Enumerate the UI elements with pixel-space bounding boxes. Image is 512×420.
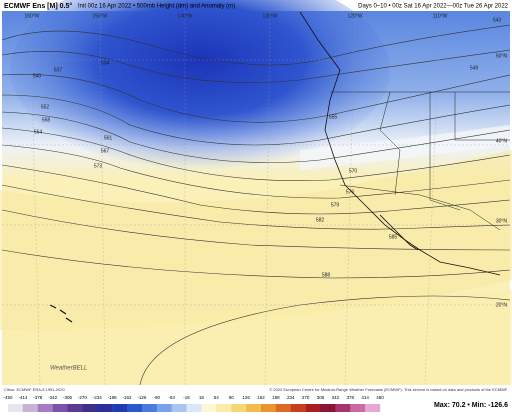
contour-label: 582 bbox=[316, 217, 325, 223]
colorbar-segment bbox=[201, 404, 217, 412]
colorbar-segment bbox=[52, 404, 68, 412]
contour-label: 579 bbox=[331, 202, 340, 208]
colorbar-tick-label: -234 bbox=[93, 395, 103, 400]
latitude-label: 30°N bbox=[496, 218, 508, 224]
colorbar-segment bbox=[186, 404, 202, 412]
colorbar-segment bbox=[305, 404, 321, 412]
colorbar-segment bbox=[97, 404, 113, 412]
contour-label: 564 bbox=[34, 129, 43, 135]
contour-label: 549 bbox=[470, 65, 479, 71]
colorbar-segment bbox=[246, 404, 262, 412]
colorbar-tick-label: -270 bbox=[78, 395, 88, 400]
colorbar-tick-label: -198 bbox=[108, 395, 118, 400]
borders bbox=[330, 91, 510, 231]
colorbar-tick-label: -18 bbox=[183, 395, 190, 400]
colorbar-segment bbox=[37, 404, 53, 412]
latitude-label: 20°N bbox=[496, 302, 508, 308]
colorbar-segment bbox=[350, 404, 366, 412]
colorbar-segment bbox=[8, 404, 24, 412]
init-text: Init 00z 16 Apr 2022 • 500mb Height (dm)… bbox=[78, 4, 235, 10]
colorbar-tick-label: 270 bbox=[302, 395, 310, 400]
colorbar-tick-label: -90 bbox=[154, 395, 161, 400]
colorbar-segment bbox=[320, 404, 336, 412]
colorbar-segment bbox=[231, 404, 247, 412]
copyright-text: © 2022 European Centre for Medium-Range … bbox=[269, 387, 508, 392]
colorbar-tick-label: 306 bbox=[317, 395, 325, 400]
colorbar: -450 -414 -378 -342 -306 -270 -234 -198 -162 -126… bbox=[3, 395, 384, 412]
contour-label: 570 bbox=[349, 168, 358, 174]
max-min: Max: 70.2 • Min: -126.6 bbox=[434, 402, 508, 409]
colorbar-segment bbox=[127, 404, 143, 412]
longitude-label: 150°W bbox=[92, 13, 107, 19]
contour-label: 561 bbox=[104, 135, 113, 141]
graticule bbox=[2, 10, 510, 386]
longitude-label: 110°W bbox=[433, 13, 448, 19]
colorbar-tick-label: 378 bbox=[346, 395, 354, 400]
colorbar-segment bbox=[141, 404, 157, 412]
colorbar-segment bbox=[171, 404, 187, 412]
contour-label: 543 bbox=[493, 17, 502, 23]
colorbar-tick-label: 234 bbox=[287, 395, 295, 400]
colorbar-segment bbox=[112, 404, 128, 412]
colorbar-tick-label: 198 bbox=[272, 395, 280, 400]
contour-label: 588 bbox=[322, 272, 331, 278]
colorbar-tick-label: -450 bbox=[3, 395, 13, 400]
colorbar-tick-label: -306 bbox=[63, 395, 73, 400]
colorbar-tick-label: 414 bbox=[361, 395, 369, 400]
longitude-label: 140°W bbox=[177, 13, 192, 19]
latitude-label: 40°N bbox=[496, 138, 508, 144]
contour-label: 534 bbox=[101, 60, 110, 66]
colorbar-segment bbox=[216, 404, 232, 412]
contour-label: 576 bbox=[346, 189, 355, 195]
colorbar-tick-label: -162 bbox=[123, 395, 133, 400]
colorbar-tick-label: -414 bbox=[18, 395, 28, 400]
colorbar-tick-label: -54 bbox=[168, 395, 175, 400]
contour-label: 558 bbox=[42, 117, 51, 123]
contour-label: 555 bbox=[329, 114, 338, 120]
latitude-label: 50°N bbox=[496, 53, 508, 59]
colorbar-segment bbox=[67, 404, 83, 412]
contour-label: 585 bbox=[389, 234, 398, 240]
footer: Climo: ECMWF ERA-5 1991-2020 © 2022 Euro… bbox=[3, 387, 508, 412]
contour-label: 552 bbox=[41, 104, 50, 110]
colorbar-tick-label: 450 bbox=[376, 395, 384, 400]
model-title: ECMWF Ens [M] 0.5° bbox=[4, 2, 72, 10]
watermark: WeatherBELL bbox=[50, 366, 87, 372]
colorbar-segment bbox=[365, 404, 381, 412]
colorbar-segment bbox=[22, 404, 38, 412]
colorbar-segment bbox=[260, 404, 277, 412]
colorbar-tick-label: 342 bbox=[332, 395, 340, 400]
colorbar-segment bbox=[275, 404, 291, 412]
colorbar-segment bbox=[290, 404, 306, 412]
colorbar-tick-label: 126 bbox=[242, 395, 250, 400]
header: ECMWF Ens [M] 0.5° Init 00z 16 Apr 2022 … bbox=[4, 2, 509, 10]
colorbar-segment bbox=[335, 404, 351, 412]
contour-label: 537 bbox=[54, 67, 63, 73]
colorbar-tick-label: -126 bbox=[137, 395, 147, 400]
climo-text: Climo: ECMWF ERA-5 1991-2020 bbox=[4, 387, 65, 392]
longitude-label: 120°W bbox=[347, 13, 362, 19]
colorbar-segment bbox=[82, 404, 98, 412]
graticule-labels: 160°W 150°W 140°W 130°W 120°W 110°W 50°N 40°N 30… bbox=[24, 13, 507, 308]
coastline bbox=[49, 11, 501, 323]
colorbar-tick-label: -378 bbox=[33, 395, 43, 400]
contour-label: 540 bbox=[33, 73, 42, 79]
longitude-label: 130°W bbox=[262, 13, 277, 19]
longitude-label: 160°W bbox=[24, 13, 39, 19]
contours bbox=[1, 24, 511, 386]
contour-label: 567 bbox=[101, 148, 110, 154]
colorbar-tick-label: 90 bbox=[229, 395, 235, 400]
colorbar-segment bbox=[156, 404, 172, 412]
map: 534 537 540 543 549 552 555 558 561 564 567 570 573 5… bbox=[0, 0, 512, 386]
colorbar-tick-label: -342 bbox=[48, 395, 58, 400]
colorbar-tick-label: 54 bbox=[214, 395, 220, 400]
colorbar-tick-label: 18 bbox=[199, 395, 205, 400]
colorbar-tick-label: 162 bbox=[257, 395, 265, 400]
valid-text: Days 0–10 • 00z Sat 16 Apr 2022—00z Tue … bbox=[358, 4, 509, 10]
contour-labels: 534 537 540 543 549 552 555 558 561 564 567 570 573 5… bbox=[33, 17, 502, 278]
contour-label: 573 bbox=[94, 163, 103, 169]
